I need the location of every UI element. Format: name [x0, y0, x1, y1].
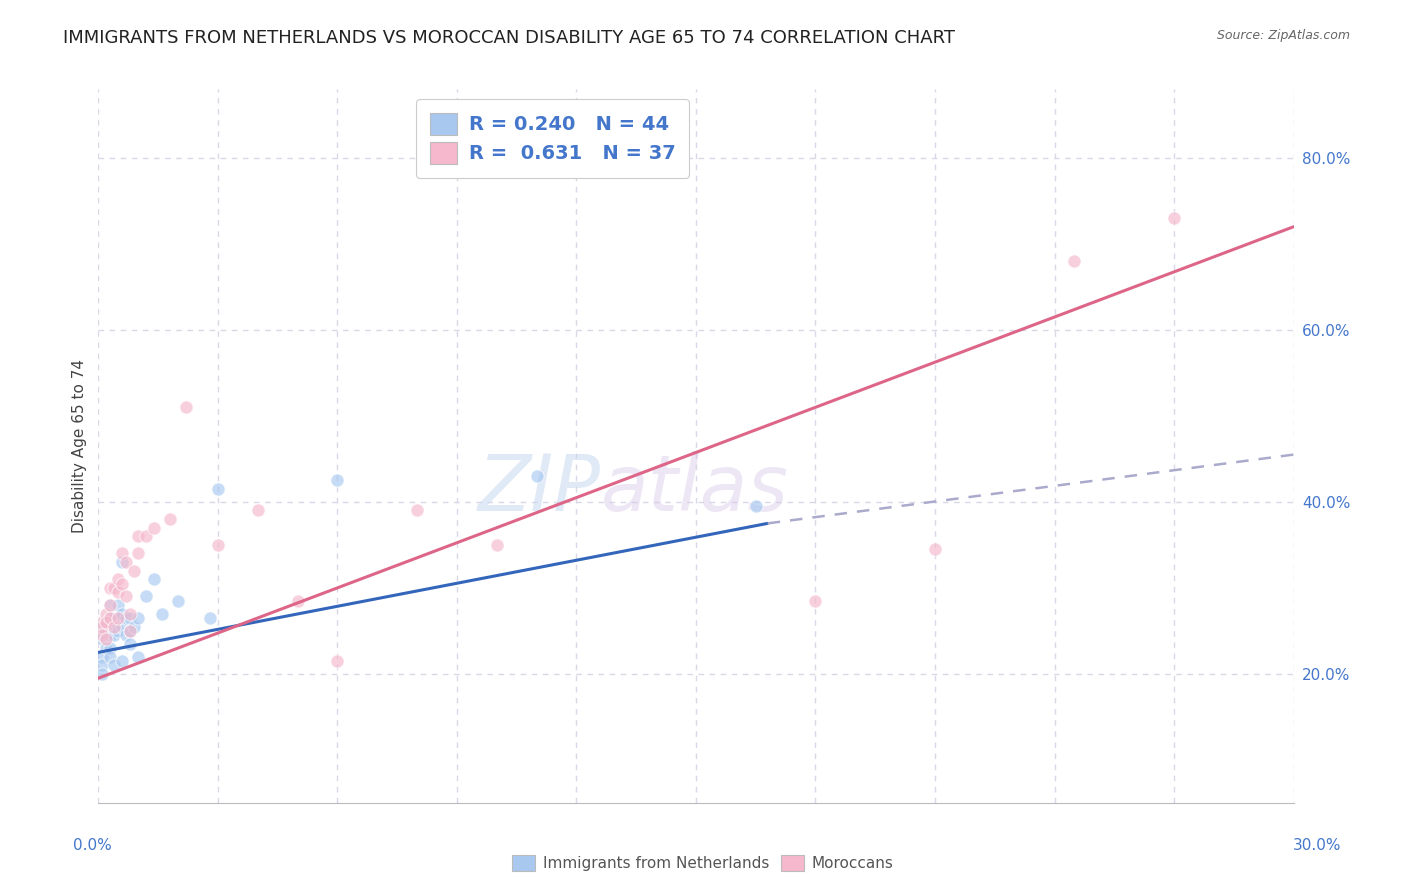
- Point: [107, 572, 129, 586]
- Point: [127, 611, 149, 625]
- Point: [96, 632, 118, 647]
- Point: [159, 512, 181, 526]
- Text: ZIP: ZIP: [478, 450, 600, 527]
- Point: [91, 658, 114, 673]
- Point: [326, 654, 349, 668]
- Point: [103, 658, 125, 673]
- Point: [98, 641, 122, 656]
- Point: [96, 632, 118, 647]
- Point: [96, 607, 118, 621]
- Point: [111, 654, 134, 668]
- Point: [127, 649, 149, 664]
- Point: [207, 482, 229, 496]
- Point: [1063, 254, 1085, 268]
- Point: [924, 542, 946, 557]
- Point: [167, 593, 190, 607]
- Point: [150, 607, 173, 621]
- Point: [143, 572, 166, 586]
- Point: [98, 598, 122, 612]
- Point: [98, 581, 122, 595]
- Point: [107, 585, 129, 599]
- Point: [107, 598, 129, 612]
- Point: [115, 628, 138, 642]
- Point: [96, 619, 118, 633]
- Point: [91, 666, 114, 681]
- Point: [111, 576, 134, 591]
- Point: [91, 619, 114, 633]
- Point: [174, 401, 197, 415]
- Point: [135, 590, 157, 604]
- Point: [406, 503, 429, 517]
- Point: [91, 649, 114, 664]
- Point: [98, 611, 122, 625]
- Point: [103, 619, 125, 633]
- Point: [207, 538, 229, 552]
- Point: [115, 555, 138, 569]
- Point: [103, 581, 125, 595]
- Point: [120, 611, 142, 625]
- Point: [111, 555, 134, 569]
- Point: [127, 546, 149, 560]
- Text: 0.0%: 0.0%: [73, 838, 112, 853]
- Point: [198, 611, 221, 625]
- Point: [91, 619, 114, 633]
- Point: [124, 564, 146, 578]
- Point: [111, 546, 134, 560]
- Point: [111, 607, 134, 621]
- Point: [107, 624, 129, 638]
- Text: atlas: atlas: [600, 450, 789, 527]
- Point: [107, 611, 129, 625]
- Point: [745, 499, 768, 513]
- Point: [98, 598, 122, 612]
- Point: [103, 611, 125, 625]
- Legend: Immigrants from Netherlands, Moroccans: Immigrants from Netherlands, Moroccans: [506, 849, 900, 877]
- Legend: R = 0.240   N = 44, R =  0.631   N = 37: R = 0.240 N = 44, R = 0.631 N = 37: [416, 99, 689, 178]
- Point: [1163, 211, 1185, 226]
- Point: [526, 469, 548, 483]
- Point: [111, 619, 134, 633]
- Point: [98, 615, 122, 630]
- Point: [804, 593, 827, 607]
- Point: [326, 474, 349, 488]
- Point: [143, 521, 166, 535]
- Point: [96, 624, 118, 638]
- Point: [96, 641, 118, 656]
- Point: [115, 590, 138, 604]
- Point: [98, 611, 122, 625]
- Point: [120, 624, 142, 638]
- Point: [103, 619, 125, 633]
- Point: [246, 503, 269, 517]
- Point: [91, 632, 114, 647]
- Text: 30.0%: 30.0%: [1294, 838, 1341, 853]
- Point: [103, 628, 125, 642]
- Point: [135, 529, 157, 543]
- Y-axis label: Disability Age 65 to 74: Disability Age 65 to 74: [72, 359, 87, 533]
- Point: [120, 624, 142, 638]
- Point: [287, 593, 309, 607]
- Point: [91, 628, 114, 642]
- Point: [96, 615, 118, 630]
- Text: IMMIGRANTS FROM NETHERLANDS VS MOROCCAN DISABILITY AGE 65 TO 74 CORRELATION CHAR: IMMIGRANTS FROM NETHERLANDS VS MOROCCAN …: [63, 29, 955, 46]
- Point: [120, 637, 142, 651]
- Point: [485, 538, 508, 552]
- Point: [115, 611, 138, 625]
- Point: [98, 628, 122, 642]
- Point: [124, 619, 146, 633]
- Point: [107, 611, 129, 625]
- Text: Source: ZipAtlas.com: Source: ZipAtlas.com: [1216, 29, 1350, 42]
- Point: [127, 529, 149, 543]
- Point: [98, 649, 122, 664]
- Point: [91, 615, 114, 630]
- Point: [96, 615, 118, 630]
- Point: [120, 607, 142, 621]
